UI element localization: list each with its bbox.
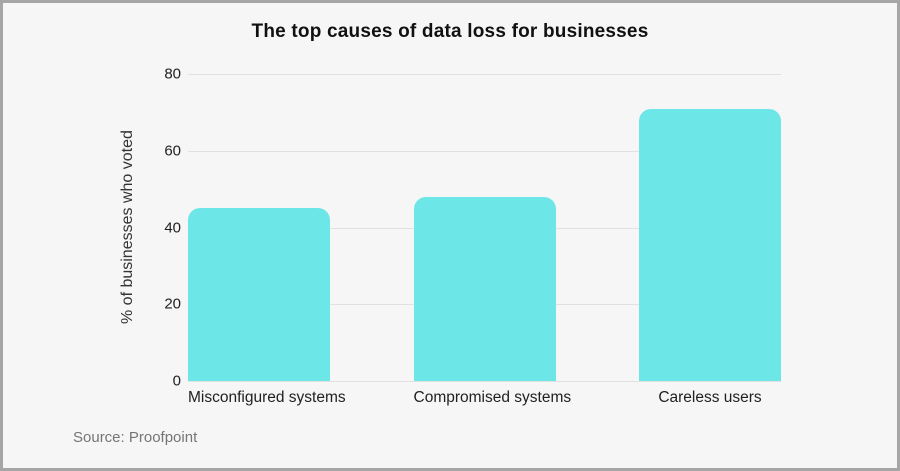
x-axis-category-labels: Misconfigured systems Compromised systems…	[188, 389, 781, 407]
y-tick-label-0: 0	[172, 372, 181, 390]
plot-area	[188, 74, 781, 382]
x-label-misconfigured-systems: Misconfigured systems	[188, 389, 346, 406]
y-tick-label-20: 20	[164, 295, 181, 313]
chart-title: The top causes of data loss for business…	[251, 21, 649, 42]
gridline-0	[188, 381, 781, 382]
x-label-compromised-systems: Compromised systems	[413, 389, 572, 406]
bar-compromised-systems[interactable]	[413, 196, 556, 381]
bar-series	[188, 74, 781, 381]
y-tick-label-60: 60	[164, 142, 181, 160]
bar-misconfigured-systems[interactable]	[188, 208, 330, 381]
source-note: Source: Proofpoint	[73, 429, 198, 446]
y-tick-label-40: 40	[164, 219, 181, 236]
gridline-60	[188, 150, 781, 152]
bar-careless-users[interactable]	[639, 108, 781, 381]
gridline-80	[188, 74, 781, 75]
y-tick-label-80: 80	[164, 65, 181, 83]
x-label-careless-users: Careless users	[658, 389, 762, 406]
y-axis-tick-labels: 0 20 40 60 80	[3, 66, 181, 390]
